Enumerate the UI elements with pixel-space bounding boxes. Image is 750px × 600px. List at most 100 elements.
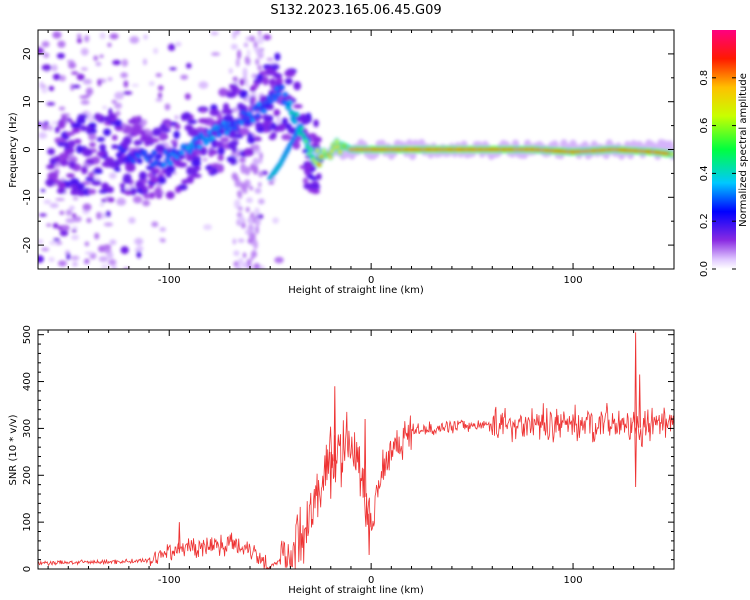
noise-blob [244, 166, 251, 176]
spectral-blob [123, 173, 132, 181]
trace-core [597, 149, 603, 152]
trace-core [361, 148, 367, 151]
noise-blob [98, 256, 109, 263]
spectral-blob [101, 161, 112, 168]
noise-blob [99, 54, 104, 58]
trace-blob [328, 155, 333, 159]
spectral-blob [208, 150, 214, 158]
noise-blob [86, 217, 92, 223]
noise-blob [93, 55, 99, 61]
spectral-blob [281, 133, 292, 141]
spectral-blob [223, 114, 234, 122]
noise-blob [66, 253, 71, 260]
noise-blob [131, 83, 139, 87]
secondary-trace-blob [276, 165, 280, 168]
spectral-blob [308, 133, 317, 138]
noise-blob [250, 255, 254, 261]
spectral-blob [200, 146, 208, 156]
noise-blob [142, 58, 148, 66]
noise-blob [245, 229, 250, 235]
noise-blob [65, 209, 73, 216]
spectral-blob [124, 189, 132, 196]
snr-frame [37, 329, 675, 570]
spectral-blob [273, 109, 281, 117]
noise-blob [49, 202, 59, 209]
trace-blob [294, 112, 299, 117]
trace-core [428, 148, 434, 151]
trace-core [570, 150, 576, 153]
spectral-blob [87, 158, 95, 166]
noise-blob [157, 85, 164, 91]
noise-blob [70, 255, 80, 261]
trace-blob [171, 149, 176, 153]
noise-blob [71, 71, 79, 75]
noise-blob [58, 74, 66, 82]
trace-core [401, 148, 407, 151]
trace-blob [197, 145, 202, 149]
noise-blob [210, 31, 219, 36]
trace-core [637, 150, 643, 153]
spectrogram-y-tick-label: 20 [22, 48, 33, 61]
spectral-blob [302, 177, 309, 185]
noise-blob [38, 122, 43, 127]
spectral-blob [222, 102, 230, 112]
spectral-blob [125, 163, 136, 173]
noise-blob [253, 41, 258, 49]
colorbar-tick-label: 0.0 [699, 261, 710, 277]
spectral-blob [67, 139, 76, 149]
noise-blob [247, 217, 254, 224]
trace-blob [187, 150, 192, 154]
spectral-blob [145, 137, 152, 143]
spectral-blob [147, 184, 154, 189]
noise-blob [230, 43, 238, 50]
snr-x-tick-label: 0 [368, 575, 374, 586]
noise-blob [254, 216, 261, 227]
noise-blob [53, 238, 61, 242]
snr-background [38, 330, 674, 569]
noise-blob [59, 230, 69, 237]
spectral-blob [191, 173, 202, 179]
trace-core [383, 148, 390, 151]
noise-blob [234, 180, 243, 188]
noise-blob [249, 163, 255, 172]
snr-series-line [38, 402, 674, 569]
spectrogram-image [38, 30, 674, 269]
noise-blob [254, 207, 260, 216]
spectral-blob [217, 154, 224, 162]
spectral-blob [228, 83, 238, 89]
spectral-blob [76, 182, 85, 190]
spectral-blob [53, 155, 61, 162]
spectrogram-y-tick-label: -10 [22, 189, 33, 205]
trace-blob [289, 111, 294, 115]
trace-core [592, 149, 598, 152]
trace-blob [174, 155, 179, 160]
trace-core [601, 149, 607, 152]
spectral-blob [140, 129, 146, 138]
spectral-blob [200, 108, 207, 114]
noise-blob [160, 238, 166, 243]
noise-blob [43, 121, 49, 125]
secondary-trace-blob [288, 143, 292, 146]
trace-blob [276, 92, 281, 97]
spectral-blob [218, 87, 228, 97]
spectral-blob [243, 148, 255, 157]
spectral-blob [239, 89, 249, 99]
spectral-blob [173, 130, 180, 140]
trace-blob [136, 154, 141, 159]
spectral-blob [93, 168, 103, 175]
noise-blob [251, 249, 257, 258]
noise-blob [99, 203, 105, 207]
spectral-blob [71, 127, 81, 134]
spectral-blob [182, 111, 191, 120]
spectral-blob [96, 151, 106, 157]
noise-blob [231, 107, 239, 113]
noise-blob [256, 47, 263, 57]
colorbar-label: Normalized spectral amplitude [738, 73, 749, 227]
snr-spike [363, 419, 367, 497]
trace-blob [163, 150, 168, 154]
noise-blob [237, 258, 244, 265]
noise-blob [72, 261, 78, 267]
spectral-blob [233, 134, 244, 139]
noise-blob [55, 197, 65, 202]
snr-spike [634, 428, 637, 487]
